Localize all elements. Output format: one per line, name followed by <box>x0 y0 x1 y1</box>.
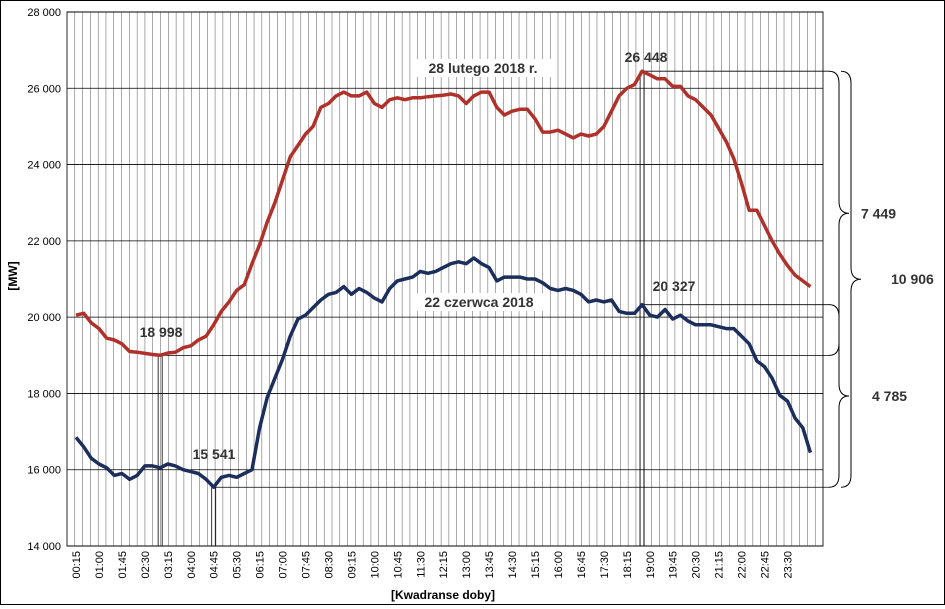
x-tick-label: 12:15 <box>438 551 450 579</box>
x-tick-label: 16:45 <box>576 551 588 579</box>
series-line-february <box>75 69 812 358</box>
x-tick-label: 00:15 <box>71 551 83 579</box>
x-tick-label: 20:30 <box>691 551 703 579</box>
range-label-4785: 4 785 <box>872 388 907 404</box>
x-tick-label: 10:00 <box>369 551 381 579</box>
range-label-7449: 7 449 <box>861 205 896 221</box>
x-tick-label: 22:00 <box>737 551 749 579</box>
brace-7449 <box>828 70 850 356</box>
x-tick-label: 06:15 <box>255 551 267 579</box>
y-axis-ticks: 14 000 16 000 18 000 20 000 22 000 24 000 26 0… <box>27 7 61 553</box>
x-tick-label: 13:45 <box>484 551 496 579</box>
x-tick-label: 19:45 <box>668 551 680 579</box>
x-tick-label: 04:45 <box>209 551 221 579</box>
series-line-june <box>74 256 813 489</box>
y-tick-label: 22 000 <box>27 236 61 248</box>
series-label-june: 22 czerwca 2018 <box>425 294 534 310</box>
x-tick-label: 04:00 <box>186 551 198 579</box>
x-tick-label: 03:15 <box>163 551 175 579</box>
x-tick-label: 17:30 <box>599 551 611 579</box>
x-tick-label: 19:00 <box>645 551 657 579</box>
x-tick-label: 15:15 <box>530 551 542 579</box>
series-label-june-bg <box>414 293 544 311</box>
x-tick-label: 23:30 <box>782 551 794 579</box>
max-label-june: 20 327 <box>653 278 696 294</box>
x-tick-label: 18:15 <box>622 551 634 579</box>
y-tick-label: 28 000 <box>27 7 61 19</box>
y-tick-label: 24 000 <box>27 160 61 172</box>
x-axis-label: [Kwadranse doby] <box>391 588 495 602</box>
y-tick-label: 20 000 <box>27 312 61 324</box>
x-tick-label: 05:30 <box>232 551 244 579</box>
max-label-february: 26 448 <box>625 49 668 65</box>
x-tick-label: 11:30 <box>415 551 427 578</box>
range-label-10906: 10 906 <box>891 271 934 287</box>
x-tick-label: 07:45 <box>301 551 313 579</box>
x-tick-label: 14:30 <box>507 551 519 579</box>
y-tick-label: 14 000 <box>27 541 61 553</box>
series-label-february: 28 lutego 2018 r. <box>429 60 538 76</box>
x-tick-label: 16:00 <box>553 551 565 579</box>
guide-lines <box>157 70 829 546</box>
brace-4785 <box>828 304 850 488</box>
y-tick-label: 26 000 <box>27 83 61 95</box>
series-label-february-bg <box>413 59 553 77</box>
annotations: 28 lutego 2018 r. 22 czerwca 2018 26 448 18… <box>140 49 934 462</box>
min-label-february: 18 998 <box>140 324 183 340</box>
plot-area <box>66 11 824 547</box>
brace-10906 <box>840 70 862 488</box>
x-tick-label: 02:30 <box>140 551 152 579</box>
x-tick-label: 13:00 <box>461 551 473 579</box>
x-tick-label: 22:45 <box>760 551 772 579</box>
x-tick-label: 21:15 <box>714 551 726 579</box>
y-tick-label: 18 000 <box>27 388 61 400</box>
range-braces <box>828 70 862 488</box>
series-lines <box>74 69 813 489</box>
x-tick-label: 01:00 <box>94 551 106 579</box>
x-tick-label: 09:15 <box>346 551 358 579</box>
x-tick-label: 10:45 <box>392 551 404 579</box>
x-tick-label: 07:00 <box>278 551 290 579</box>
min-label-june: 15 541 <box>193 446 236 462</box>
x-tick-label: 01:45 <box>117 551 129 579</box>
grid <box>66 11 824 547</box>
y-axis-label: [MW] <box>6 261 20 290</box>
x-tick-label: 08:30 <box>323 551 335 579</box>
y-tick-label: 16 000 <box>27 465 61 477</box>
x-axis-ticks: 00:15 01:00 01:45 02:30 03:15 04:00 04:45 05:30… <box>71 551 794 579</box>
